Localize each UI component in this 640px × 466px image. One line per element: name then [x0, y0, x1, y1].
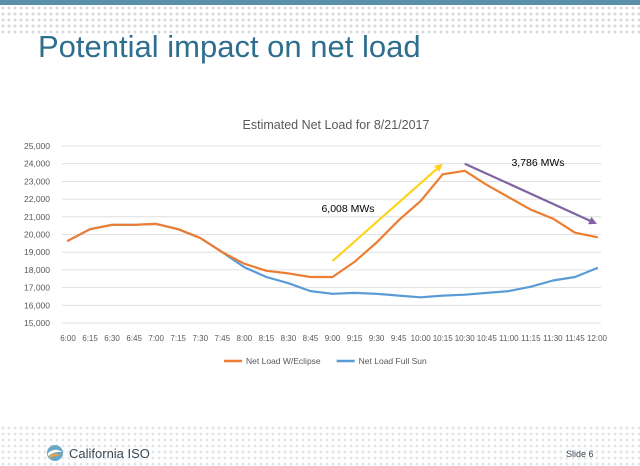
y-tick-label: 24,000	[24, 159, 50, 169]
x-tick-label: 7:15	[170, 334, 186, 343]
y-tick-label: 21,000	[24, 212, 50, 222]
x-tick-label: 11:00	[499, 334, 519, 343]
top-accent-bar	[0, 0, 640, 5]
series-line-eclipse	[66, 169, 599, 279]
y-tick-label: 25,000	[24, 141, 50, 151]
x-tick-label: 10:15	[433, 334, 454, 343]
chart-legend: Net Load W/Eclipse Net Load Full Sun	[224, 356, 427, 366]
slide-number: Slide 6	[566, 449, 594, 459]
x-tick-label: 11:30	[543, 334, 563, 343]
x-axis-ticks: 6:00 6:15 6:30 6:45 7:00 7:15 7:30 7:45 8:00 8:15…	[60, 334, 607, 343]
y-tick-label: 22,000	[24, 194, 50, 204]
trend-arrow-head	[434, 163, 443, 172]
x-tick-label: 8:15	[259, 334, 275, 343]
gridlines	[62, 145, 601, 324]
legend-label: Net Load W/Eclipse	[246, 356, 321, 366]
y-tick-label: 19,000	[24, 247, 50, 257]
california-iso-logo-icon	[47, 445, 63, 461]
trend-arrow-line	[331, 168, 438, 262]
x-tick-label: 6:00	[60, 334, 76, 343]
x-tick-label: 7:45	[215, 334, 231, 343]
y-tick-label: 17,000	[24, 283, 50, 293]
x-tick-label: 6:45	[126, 334, 142, 343]
footer-dot-pattern	[0, 425, 640, 466]
y-tick-label: 18,000	[24, 265, 50, 275]
x-tick-label: 10:45	[477, 334, 498, 343]
y-tick-label: 23,000	[24, 176, 50, 186]
y-axis-ticks: 15,000 16,000 17,000 18,000 19,000 20,000 21,0…	[24, 141, 50, 328]
x-tick-label: 12:00	[587, 334, 608, 343]
x-tick-label: 9:45	[391, 334, 407, 343]
x-tick-label: 10:00	[411, 334, 432, 343]
x-tick-label: 7:00	[148, 334, 164, 343]
x-tick-label: 9:00	[325, 334, 341, 343]
x-tick-label: 8:00	[237, 334, 253, 343]
annotations: 6,008 MWs 3,786 MWs	[321, 157, 564, 215]
legend-label: Net Load Full Sun	[359, 356, 427, 366]
y-tick-label: 16,000	[24, 300, 50, 310]
logo-text: California ISO	[69, 445, 150, 461]
x-tick-label: 7:30	[192, 334, 208, 343]
y-tick-label: 20,000	[24, 230, 50, 240]
slide-title: Potential impact on net load	[38, 29, 421, 64]
chart-title: Estimated Net Load for 8/21/2017	[243, 118, 430, 132]
series-lines	[66, 169, 599, 299]
x-tick-label: 9:15	[347, 334, 363, 343]
x-tick-label: 9:30	[369, 334, 385, 343]
y-tick-label: 15,000	[24, 318, 50, 328]
x-tick-label: 6:15	[82, 334, 98, 343]
annotation-label: 6,008 MWs	[321, 203, 374, 215]
x-tick-label: 8:30	[281, 334, 297, 343]
x-tick-label: 11:45	[565, 334, 585, 343]
trend-arrows	[331, 162, 597, 262]
x-tick-label: 10:30	[455, 334, 476, 343]
header-dot-pattern	[0, 5, 640, 35]
x-tick-label: 11:15	[521, 334, 541, 343]
x-tick-label: 6:30	[104, 334, 120, 343]
trend-arrow-head	[588, 216, 597, 225]
trend-arrow-line	[464, 162, 591, 222]
annotation-label: 3,786 MWs	[511, 157, 564, 169]
california-iso-logo: California ISO	[46, 444, 150, 462]
x-tick-label: 8:45	[303, 334, 319, 343]
